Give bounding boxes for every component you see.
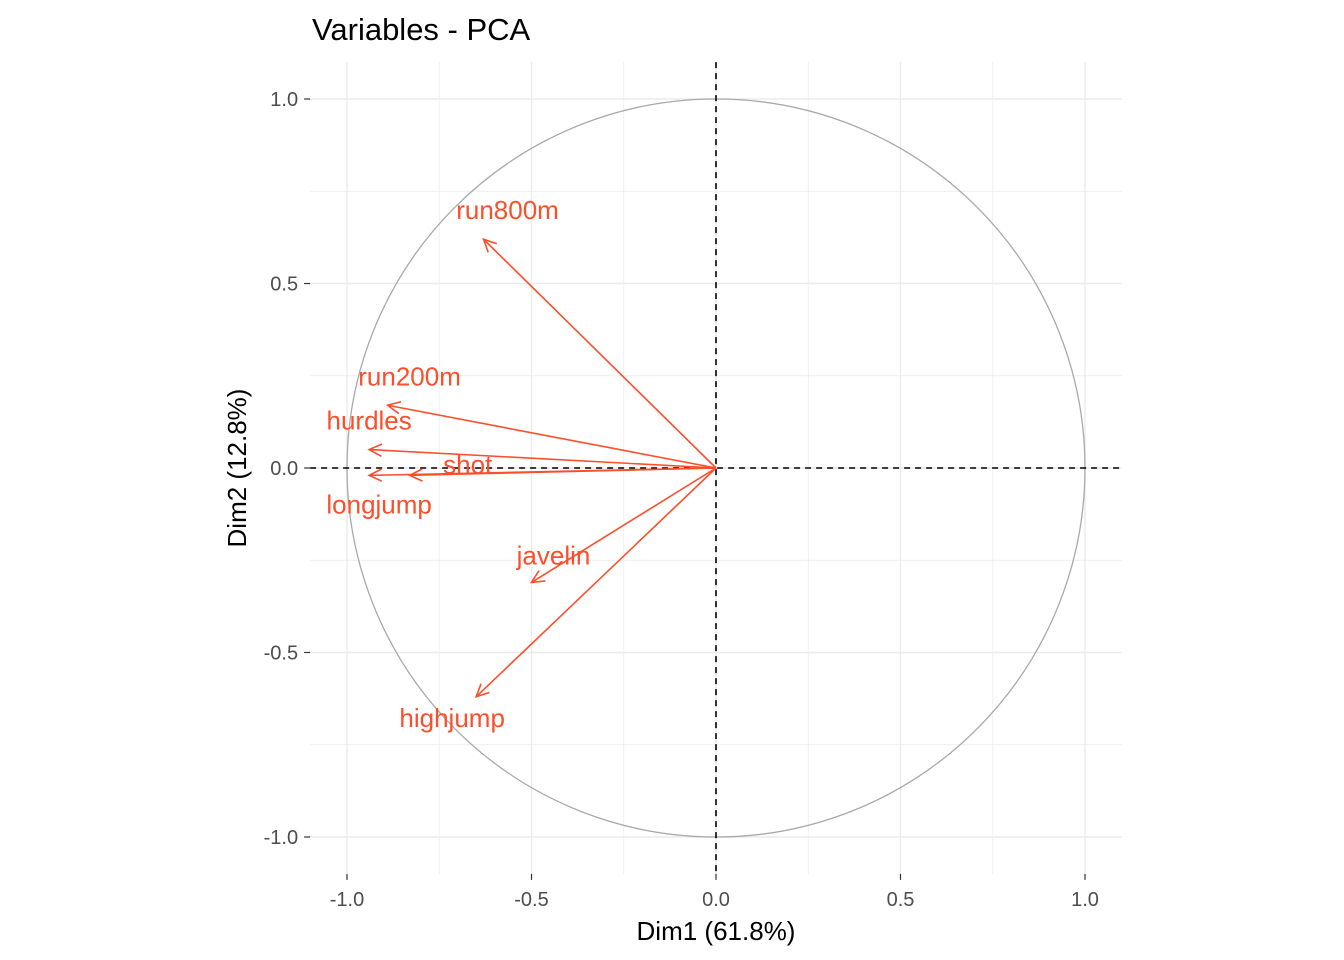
x-tick-label: -1.0 xyxy=(330,889,364,911)
y-tick-label: 1.0 xyxy=(270,89,298,111)
y-tick-label: -0.5 xyxy=(264,643,298,665)
y-tick-label: 0.0 xyxy=(270,458,298,480)
variable-label: highjump xyxy=(399,703,505,733)
y-tick-label: 0.5 xyxy=(270,274,298,296)
arrow-head xyxy=(367,468,383,482)
arrow-head xyxy=(407,468,423,482)
arrow-shaft xyxy=(387,404,717,469)
variable-run800m: run800m xyxy=(456,195,717,469)
variable-label: javelin xyxy=(516,540,591,570)
y-axis-label: Dim2 (12.8%) xyxy=(222,389,252,548)
arrow-head xyxy=(529,570,546,584)
x-tick-label: 0.0 xyxy=(702,889,730,911)
axis-ticks: -1.0 -0.5 0.0 0.5 1.0 -1.0 -0.5 0.0 0.5 1.0 xyxy=(264,89,1099,911)
chart-title: Variables - PCA xyxy=(312,12,531,47)
arrow-head xyxy=(482,237,498,253)
arrow-head xyxy=(474,683,490,699)
variable-label: run200m xyxy=(358,361,461,391)
variable-run200m: run200m xyxy=(358,361,717,469)
variable-label: longjump xyxy=(326,489,432,519)
x-tick-label: 1.0 xyxy=(1071,889,1099,911)
x-axis-label: Dim1 (61.8%) xyxy=(637,916,796,946)
variable-arrows: run800m run200m hurdles shot longjump javelin… xyxy=(326,195,717,733)
arrow-shaft xyxy=(369,467,717,477)
variable-label: shot xyxy=(443,449,493,479)
variable-longjump: longjump xyxy=(326,467,717,519)
x-tick-label: -0.5 xyxy=(514,889,548,911)
arrow-head xyxy=(385,400,402,415)
arrow-shaft xyxy=(531,467,717,584)
variable-label: hurdles xyxy=(326,406,411,436)
x-tick-label: 0.5 xyxy=(887,889,915,911)
arrow-head xyxy=(367,443,383,458)
arrow-shaft xyxy=(369,448,717,469)
reference-lines xyxy=(310,62,1122,874)
arrow-shaft xyxy=(475,467,717,698)
variable-label: run800m xyxy=(456,195,559,225)
variable-highjump: highjump xyxy=(399,467,717,733)
variable-hurdles: hurdles xyxy=(326,406,717,469)
y-tick-label: -1.0 xyxy=(264,827,298,849)
variable-javelin: javelin xyxy=(516,467,717,584)
arrow-shaft xyxy=(482,238,717,469)
